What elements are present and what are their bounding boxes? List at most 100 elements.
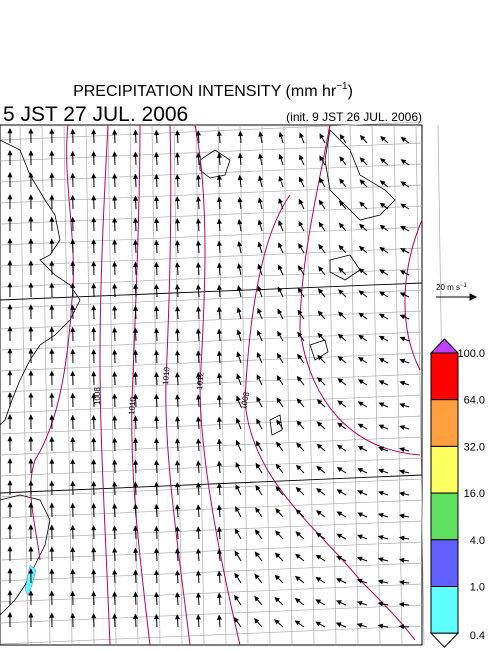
wind-arrow-head — [318, 266, 324, 272]
wind-arrow-head — [174, 481, 181, 488]
wind-arrow-head — [133, 393, 139, 399]
wind-arrow-head — [337, 311, 344, 317]
wind-arrow-head — [336, 489, 343, 495]
wind-arrow-head — [91, 392, 97, 399]
wind-arrow-head — [28, 172, 34, 178]
wind-arrow-head — [195, 570, 201, 576]
wind-arrow-head — [398, 602, 405, 608]
wind-arrow-head — [235, 461, 241, 468]
wind-arrow-head — [195, 284, 201, 290]
wind-arrow-head — [133, 327, 139, 333]
wind-arrow-head — [295, 531, 301, 537]
wind-arrow-head — [337, 400, 343, 406]
wind-arrow-head — [399, 425, 405, 430]
wind-arrow-head — [278, 220, 283, 226]
wind-arrow-head — [298, 198, 304, 205]
title-main: PRECIPITATION INTENSITY (mm hr — [73, 83, 337, 100]
wind-arrow-head — [296, 420, 302, 426]
wind-arrow-head — [28, 128, 34, 134]
wind-arrow-head — [277, 264, 283, 271]
wind-arrow-head — [91, 326, 97, 333]
wind-arrow-head — [236, 395, 241, 402]
wind-arrow-head — [49, 612, 55, 618]
wind-arrow-head — [336, 555, 343, 561]
wind-arrow-head — [237, 196, 243, 203]
wind-arrow-head — [237, 218, 243, 225]
wind-arrow-head — [28, 414, 34, 420]
contour-labels: 1008 1010 1010 1012 1008 — [93, 366, 251, 415]
parallel — [0, 163, 423, 183]
wind-arrow-head — [7, 567, 13, 574]
wind-arrow-head — [112, 393, 118, 399]
wind-arrow-head — [91, 502, 97, 509]
wind-arrow-head — [49, 414, 55, 420]
wind-arrow-head — [91, 348, 97, 355]
wind-arrow-head — [70, 414, 76, 421]
wind-arrow-head — [91, 260, 97, 267]
wind-arrow-head — [318, 221, 324, 228]
wind-arrow-head — [256, 352, 262, 358]
wind-arrow-head — [338, 222, 345, 229]
coast — [324, 129, 396, 221]
wind-arrow-head — [398, 535, 405, 541]
wind-arrow-head — [295, 486, 302, 493]
wind-arrow-head — [316, 443, 323, 449]
meridian — [63, 124, 73, 646]
wind-arrow-head — [254, 573, 260, 580]
wind-field — [7, 127, 410, 630]
wind-arrow-head — [195, 592, 201, 598]
wind-arrow-head — [195, 416, 201, 422]
wind-arrow-head — [356, 578, 363, 584]
wind-arrow-head — [336, 511, 343, 517]
wind-arrow-head — [91, 568, 97, 575]
wind-arrow-head — [338, 267, 344, 273]
wind-arrow-head — [297, 287, 303, 294]
wind-arrow-head — [357, 423, 364, 429]
wind-arrow-head — [174, 195, 181, 202]
wind-arrow-head — [112, 437, 118, 443]
wind-arrow-head — [276, 375, 282, 381]
parallel — [0, 394, 423, 414]
parallel — [0, 520, 423, 540]
wind-arrow-head — [49, 590, 55, 596]
colorbar-segment — [430, 492, 459, 541]
wind-arrow-head — [154, 349, 160, 356]
wind-arrow-head — [112, 415, 118, 421]
wind-arrow-head — [275, 463, 281, 470]
colorbar-label: 100.0 — [457, 348, 485, 360]
wind-arrow-head — [174, 613, 181, 620]
wind-arrow-head — [154, 371, 160, 378]
colorbar-segment — [430, 399, 459, 447]
wind-arrow-head — [112, 129, 118, 135]
wind-arrow-head — [317, 354, 323, 361]
wind-arrow-head — [174, 503, 181, 510]
wind-arrow-head — [28, 524, 34, 530]
wind-arrow-head — [216, 482, 222, 488]
wind-arrow-head — [295, 464, 302, 471]
wind-arrow-head — [358, 245, 365, 252]
wind-arrow-head — [112, 261, 118, 267]
wind-arrow-head — [28, 612, 34, 618]
meridian — [85, 124, 95, 646]
wind-arrow-head — [7, 413, 13, 420]
wind-arrow-head — [195, 614, 201, 620]
wind-arrow-head — [70, 348, 76, 355]
wind-arrow-head — [70, 128, 76, 135]
contour-label: 1012 — [195, 371, 206, 390]
wind-arrow-head — [298, 220, 304, 227]
wind-arrow-head — [154, 415, 160, 422]
init-time: (init. 9 JST 26 JUL. 2006) — [286, 110, 422, 124]
colorbar-under — [429, 632, 460, 648]
wind-arrow-head — [174, 371, 181, 378]
wind-arrow-head — [154, 613, 160, 620]
wind-arrow-head — [318, 243, 324, 250]
wind-arrow-head — [336, 578, 342, 583]
wind-arrow-head — [7, 149, 13, 156]
wind-arrow-head — [7, 457, 13, 464]
wind-arrow-head — [257, 285, 263, 292]
wind-arrow-head — [339, 156, 345, 162]
wind-arrow-head — [216, 218, 222, 224]
wind-arrow-head — [28, 216, 34, 222]
coast — [0, 139, 81, 426]
